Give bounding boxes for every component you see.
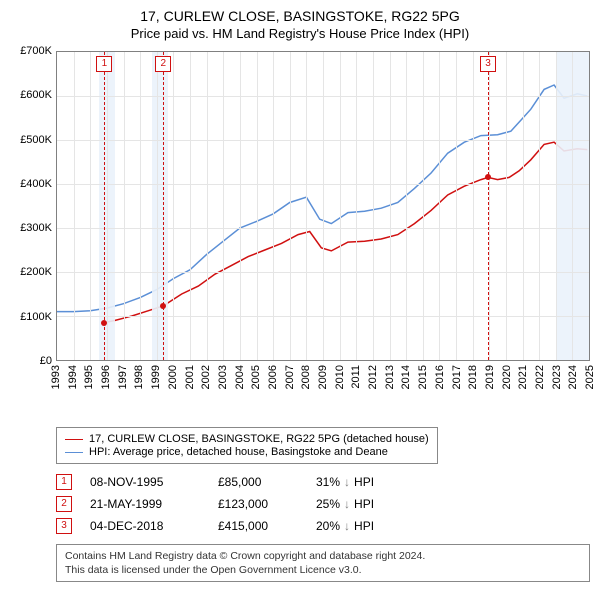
x-tick-label: 2016 bbox=[434, 365, 446, 389]
event-delta: 25% ↓ HPI bbox=[316, 497, 374, 511]
y-tick-label: £500K bbox=[20, 134, 52, 146]
down-arrow-icon: ↓ bbox=[344, 519, 350, 533]
event-price: £123,000 bbox=[218, 497, 298, 511]
x-tick-label: 2004 bbox=[234, 365, 246, 389]
event-number-box: 2 bbox=[56, 496, 72, 512]
x-tick-label: 2009 bbox=[317, 365, 329, 389]
x-tick-label: 2005 bbox=[250, 365, 262, 389]
x-tick-label: 1996 bbox=[100, 365, 112, 389]
event-number-box: 1 bbox=[56, 474, 72, 490]
down-arrow-icon: ↓ bbox=[344, 475, 350, 489]
chart-container: 17, CURLEW CLOSE, BASINGSTOKE, RG22 5PG … bbox=[0, 0, 600, 592]
footer-line: This data is licensed under the Open Gov… bbox=[65, 563, 581, 577]
title-subtitle: Price paid vs. HM Land Registry's House … bbox=[10, 26, 590, 41]
events-table: 1 08-NOV-1995 £85,000 31% ↓ HPI 2 21-MAY-1999 £1… bbox=[56, 474, 590, 534]
x-tick-label: 2003 bbox=[217, 365, 229, 389]
down-arrow-icon: ↓ bbox=[344, 497, 350, 511]
legend-item-hpi: HPI: Average price, detached house, Basi… bbox=[65, 446, 429, 458]
y-tick-label: £300K bbox=[20, 222, 52, 234]
event-delta: 31% ↓ HPI bbox=[316, 475, 374, 489]
legend-label: HPI: Average price, detached house, Basi… bbox=[89, 446, 388, 458]
event-number-box: 1 bbox=[96, 56, 112, 72]
event-date: 21-MAY-1999 bbox=[90, 497, 200, 511]
y-tick-label: £600K bbox=[20, 89, 52, 101]
x-tick-label: 2002 bbox=[200, 365, 212, 389]
event-row: 3 04-DEC-2018 £415,000 20% ↓ HPI bbox=[56, 518, 590, 534]
event-date: 04-DEC-2018 bbox=[90, 519, 200, 533]
x-tick-label: 2010 bbox=[334, 365, 346, 389]
x-tick-label: 1995 bbox=[83, 365, 95, 389]
y-tick-label: £400K bbox=[20, 178, 52, 190]
x-tick-label: 2008 bbox=[300, 365, 312, 389]
event-point-marker bbox=[101, 320, 107, 326]
delta-label: HPI bbox=[354, 497, 374, 511]
x-tick-label: 1994 bbox=[67, 365, 79, 389]
delta-percent: 20% bbox=[316, 519, 340, 533]
event-delta: 20% ↓ HPI bbox=[316, 519, 374, 533]
x-tick-label: 2012 bbox=[367, 365, 379, 389]
legend-label: 17, CURLEW CLOSE, BASINGSTOKE, RG22 5PG … bbox=[89, 433, 429, 445]
x-tick-label: 2017 bbox=[451, 365, 463, 389]
y-tick-label: £200K bbox=[20, 266, 52, 278]
delta-percent: 25% bbox=[316, 497, 340, 511]
event-row: 2 21-MAY-1999 £123,000 25% ↓ HPI bbox=[56, 496, 590, 512]
x-tick-label: 2024 bbox=[567, 365, 579, 389]
y-tick-label: £100K bbox=[20, 311, 52, 323]
chart-area: £0£100K£200K£300K£400K£500K£600K£700K 12… bbox=[10, 51, 590, 421]
footer-attribution: Contains HM Land Registry data © Crown c… bbox=[56, 544, 590, 582]
delta-percent: 31% bbox=[316, 475, 340, 489]
delta-label: HPI bbox=[354, 475, 374, 489]
x-tick-label: 2023 bbox=[551, 365, 563, 389]
series-line-price_paid bbox=[104, 142, 587, 322]
x-tick-label: 1993 bbox=[50, 365, 62, 389]
x-tick-label: 2006 bbox=[267, 365, 279, 389]
legend: 17, CURLEW CLOSE, BASINGSTOKE, RG22 5PG … bbox=[56, 427, 438, 464]
event-number-box: 2 bbox=[155, 56, 171, 72]
title-address: 17, CURLEW CLOSE, BASINGSTOKE, RG22 5PG bbox=[10, 8, 590, 24]
x-axis: 1993199419951996199719981999200020012002… bbox=[56, 361, 590, 411]
footer-line: Contains HM Land Registry data © Crown c… bbox=[65, 549, 581, 563]
x-tick-label: 1999 bbox=[150, 365, 162, 389]
event-marker-line bbox=[488, 52, 489, 360]
event-price: £85,000 bbox=[218, 475, 298, 489]
event-row: 1 08-NOV-1995 £85,000 31% ↓ HPI bbox=[56, 474, 590, 490]
x-tick-label: 2000 bbox=[167, 365, 179, 389]
legend-item-price-paid: 17, CURLEW CLOSE, BASINGSTOKE, RG22 5PG … bbox=[65, 433, 429, 445]
y-tick-label: £700K bbox=[20, 45, 52, 57]
delta-label: HPI bbox=[354, 519, 374, 533]
plot-area: 1 2 3 bbox=[56, 51, 590, 361]
x-tick-label: 2011 bbox=[350, 365, 362, 389]
x-tick-label: 1998 bbox=[133, 365, 145, 389]
x-tick-label: 2018 bbox=[467, 365, 479, 389]
x-tick-label: 2022 bbox=[534, 365, 546, 389]
event-price: £415,000 bbox=[218, 519, 298, 533]
x-tick-label: 2015 bbox=[417, 365, 429, 389]
x-tick-label: 2013 bbox=[384, 365, 396, 389]
x-tick-label: 2007 bbox=[284, 365, 296, 389]
shaded-range bbox=[152, 52, 169, 360]
x-tick-label: 2021 bbox=[517, 365, 529, 389]
event-date: 08-NOV-1995 bbox=[90, 475, 200, 489]
event-point-marker bbox=[485, 174, 491, 180]
x-tick-label: 2001 bbox=[184, 365, 196, 389]
y-axis: £0£100K£200K£300K£400K£500K£600K£700K bbox=[10, 51, 56, 361]
x-tick-label: 2014 bbox=[400, 365, 412, 389]
event-marker-line bbox=[163, 52, 164, 360]
event-marker-line bbox=[104, 52, 105, 360]
legend-swatch bbox=[65, 439, 83, 440]
x-tick-label: 1997 bbox=[117, 365, 129, 389]
x-tick-label: 2025 bbox=[584, 365, 596, 389]
event-point-marker bbox=[160, 303, 166, 309]
title-block: 17, CURLEW CLOSE, BASINGSTOKE, RG22 5PG … bbox=[10, 8, 590, 41]
event-number-box: 3 bbox=[56, 518, 72, 534]
x-tick-label: 2019 bbox=[484, 365, 496, 389]
event-number-box: 3 bbox=[480, 56, 496, 72]
x-tick-label: 2020 bbox=[501, 365, 513, 389]
legend-swatch bbox=[65, 452, 83, 453]
